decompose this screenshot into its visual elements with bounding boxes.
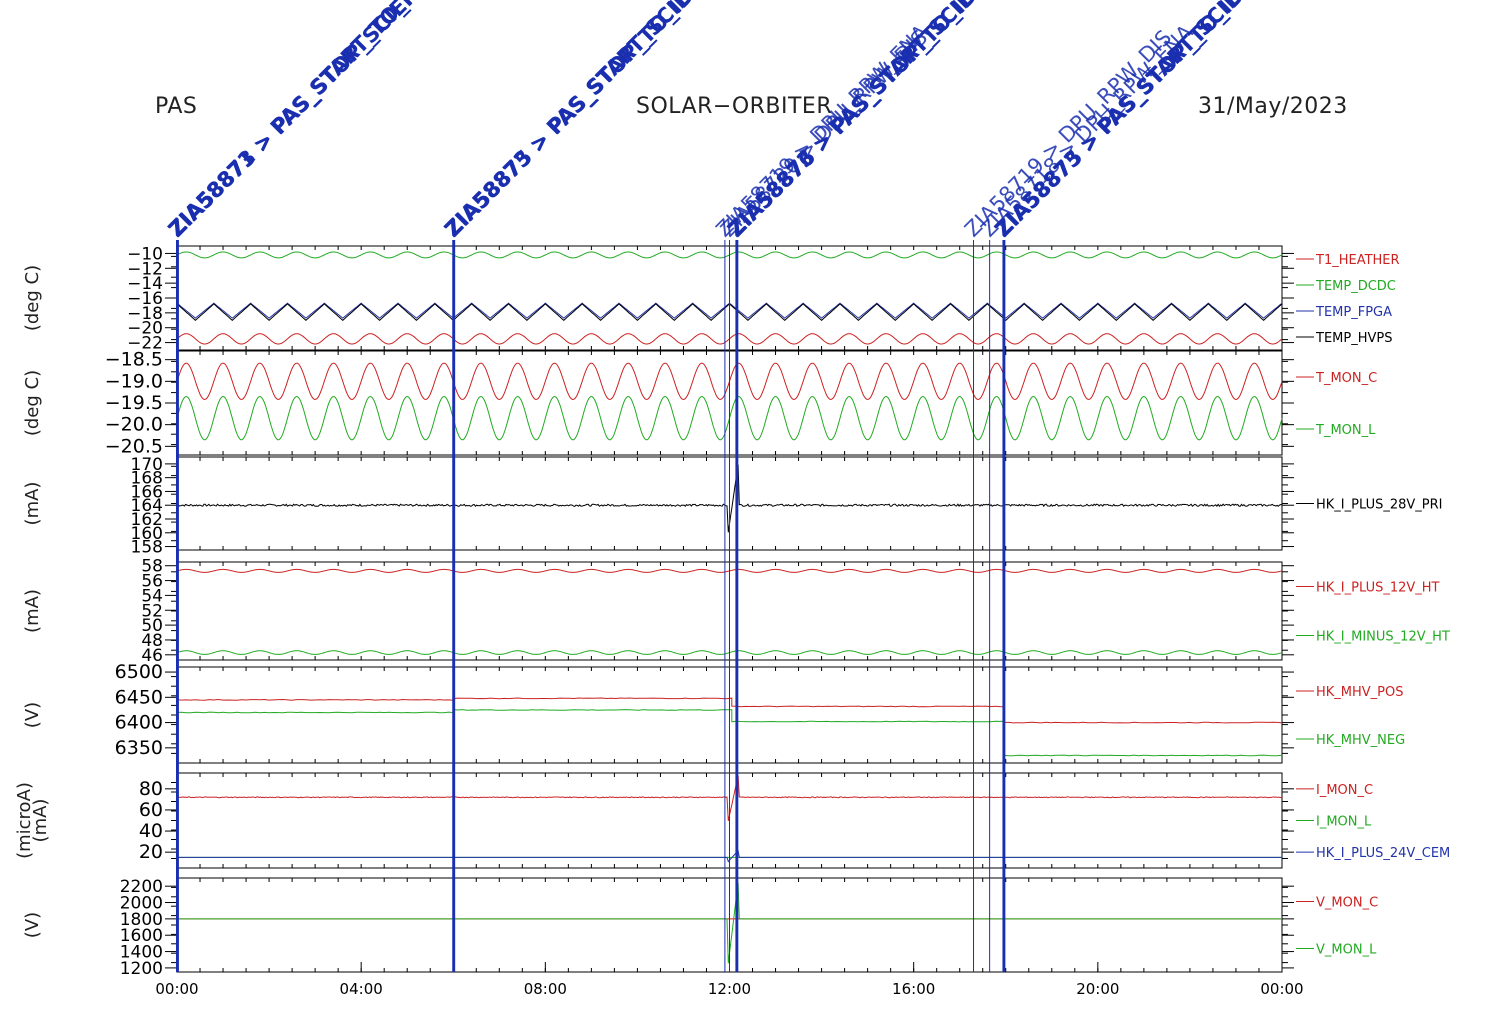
y-tick-label: 168 xyxy=(131,469,163,489)
y-tick-label: −20.5 xyxy=(105,435,163,457)
y-tick-label: −19.0 xyxy=(105,370,163,392)
y-tick-label: 46 xyxy=(141,646,163,666)
y-tick-label: 50 xyxy=(141,616,163,636)
y-tick-label: 48 xyxy=(141,631,163,651)
event-label: ZIA58875 > PAS_STOP_TO_IDLE xyxy=(991,0,1269,242)
y-tick-label: 2000 xyxy=(120,894,163,914)
y-tick-label: 60 xyxy=(139,799,163,821)
y-tick-label: 1200 xyxy=(120,959,163,979)
x-tick-label: 16:00 xyxy=(892,980,935,998)
y-axis-title: (V) xyxy=(22,912,43,938)
x-tick-label: 00:00 xyxy=(155,980,198,998)
y-tick-label: −20 xyxy=(127,319,163,339)
y-tick-label: 6450 xyxy=(115,686,163,708)
y-tick-label: 40 xyxy=(139,820,163,842)
y-tick-label: −14 xyxy=(127,274,163,294)
y-tick-label: 1600 xyxy=(120,926,163,946)
y-tick-label: 6500 xyxy=(115,661,163,683)
y-tick-label: 164 xyxy=(131,496,163,516)
y-axis-title: (mA) xyxy=(22,482,43,526)
x-tick-label: 12:00 xyxy=(708,980,751,998)
y-axis-title: (deg C) xyxy=(22,370,43,436)
y-tick-label: 1400 xyxy=(120,943,163,963)
y-tick-label: 160 xyxy=(131,524,163,544)
legend-label: HK_I_PLUS_12V_HT xyxy=(1316,581,1440,596)
y-tick-label: 58 xyxy=(141,557,163,577)
legend-label: TEMP_DCDC xyxy=(1315,279,1396,294)
y-tick-label: −22 xyxy=(127,334,163,354)
y-tick-label: 2200 xyxy=(120,877,163,897)
legend-label: HK_I_MINUS_12V_HT xyxy=(1316,630,1450,645)
y-axis-title: (V) xyxy=(22,702,43,728)
y-axis-title: (deg C) xyxy=(22,265,43,331)
legend-label: TEMP_HVPS xyxy=(1315,331,1392,346)
legend-label: V_MON_C xyxy=(1316,896,1378,911)
legend-label: TEMP_FPGA xyxy=(1315,305,1392,320)
header-date: 31/May/2023 xyxy=(1198,94,1348,119)
legend-label: T1_HEATHER xyxy=(1315,253,1400,268)
header-instrument: PAS xyxy=(155,94,198,119)
y-tick-label: 170 xyxy=(131,455,163,475)
legend-label: T_MON_C xyxy=(1315,371,1377,386)
y-tick-label: −18 xyxy=(127,304,163,324)
legend-label: HK_I_PLUS_24V_CEM xyxy=(1316,846,1450,861)
y-tick-label: 6400 xyxy=(115,712,163,734)
legend-label: HK_MHV_NEG xyxy=(1316,733,1405,748)
event-label: ZIA58873 > PAS_STOP_SCIENCE xyxy=(164,0,445,242)
y-tick-label: 166 xyxy=(131,482,163,502)
y-tick-label: 162 xyxy=(131,510,163,530)
y-axis-title: (mA) xyxy=(22,589,43,633)
y-tick-label: 1800 xyxy=(120,910,163,930)
header-mission: SOLAR−ORBITER xyxy=(636,94,833,119)
x-tick-label: 08:00 xyxy=(524,980,567,998)
x-tick-label: 20:00 xyxy=(1076,980,1119,998)
y-axis-title: (microA) xyxy=(14,782,35,859)
y-tick-label: 52 xyxy=(141,601,163,621)
y-tick-label: 54 xyxy=(141,586,163,606)
y-tick-label: −19.5 xyxy=(105,392,163,414)
x-tick-label: 00:00 xyxy=(1260,980,1303,998)
event-label: ZIA58875 > PAS_STOP_TO_IDLE xyxy=(441,0,719,242)
event-label: ZIA58876 > PAS_STOP_TO_IDLE xyxy=(724,0,1002,242)
legend-label: T_MON_L xyxy=(1315,423,1376,438)
y-tick-label: 80 xyxy=(139,778,163,800)
y-axis-title: (mA) xyxy=(30,799,51,843)
y-tick-label: −12 xyxy=(127,259,163,279)
y-tick-label: −10 xyxy=(127,244,163,264)
y-tick-label: −16 xyxy=(127,289,163,309)
y-tick-label: 56 xyxy=(141,572,163,592)
y-tick-label: 158 xyxy=(131,538,163,558)
series-line-hk_mhv_pos xyxy=(176,697,1283,724)
y-tick-label: 6350 xyxy=(115,737,163,759)
legend-label: HK_I_PLUS_28V_PRI xyxy=(1316,498,1442,513)
y-tick-label: 20 xyxy=(139,841,163,863)
legend-label: I_MON_L xyxy=(1316,815,1372,830)
y-tick-label: −20.0 xyxy=(105,414,163,436)
y-tick-label: −18.5 xyxy=(105,349,163,371)
legend-label: HK_MHV_POS xyxy=(1316,685,1404,700)
legend-label: V_MON_L xyxy=(1316,943,1377,958)
legend-label: I_MON_C xyxy=(1316,783,1373,798)
series-line-hk_mhv_neg xyxy=(176,709,1283,757)
x-tick-label: 04:00 xyxy=(340,980,383,998)
